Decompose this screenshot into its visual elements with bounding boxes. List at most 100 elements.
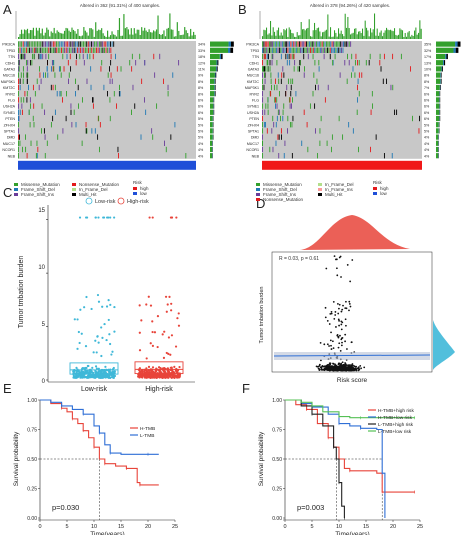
mutation-cell (336, 47, 338, 53)
oncoplot-background (262, 41, 422, 159)
sample-point (337, 336, 340, 339)
tmb-point (97, 300, 101, 303)
mutation-cell (312, 91, 314, 97)
tmb-point (84, 216, 88, 219)
sample-point (356, 367, 359, 370)
mutation-cell (286, 47, 287, 53)
km-ytick-label: 0.25 (27, 487, 37, 493)
mutation-cell (48, 53, 50, 60)
tmb-point (94, 371, 97, 374)
mutation-cell (76, 47, 78, 53)
mutation-cell (21, 53, 22, 60)
mutation-cell (275, 140, 277, 146)
mutation-cell (115, 53, 117, 60)
mutation-cell (370, 146, 371, 153)
mutation-cell (329, 47, 331, 53)
mutation-cell (30, 41, 32, 47)
tmb-point (103, 322, 106, 326)
gene-frequency-bar (210, 134, 213, 140)
km-xtick-label: 0 (283, 524, 286, 530)
tmb-histogram-bar (112, 34, 115, 39)
mutation-cell (25, 47, 27, 53)
mutation-cell (316, 78, 318, 84)
gene-frequency-bar (210, 103, 214, 109)
sample-point (332, 347, 335, 350)
mutation-cell (47, 72, 49, 78)
gene-frequency-bar (455, 41, 458, 47)
sample-point (360, 367, 363, 370)
mutation-cell (358, 72, 360, 78)
gene-frequency-bar (210, 128, 213, 134)
mutation-cell (262, 97, 263, 103)
mutation-cell (368, 60, 370, 66)
mutation-cell (170, 134, 172, 140)
mutation-cell (79, 53, 81, 60)
tmb-point (104, 365, 107, 368)
mutation-cell (262, 109, 263, 115)
mutation-cell (318, 66, 320, 72)
sample-point (326, 343, 329, 346)
mutation-cell (29, 122, 31, 128)
mutation-cell (36, 78, 38, 84)
mutation-cell (78, 47, 80, 53)
km-xtick-label: 20 (390, 524, 396, 530)
tmb-point (101, 376, 105, 379)
mutation-cell (283, 103, 285, 109)
tmb-histogram-bar (392, 31, 394, 39)
mutation-cell (327, 41, 329, 47)
tmb-histogram-bar (279, 35, 281, 39)
mutation-cell (143, 97, 145, 103)
sample-point (319, 366, 322, 369)
gene-label-ush2a: USH2A (3, 105, 16, 109)
gene-percent: 6% (198, 111, 204, 115)
mutation-cell (96, 47, 97, 53)
tmb-histogram-bar (124, 28, 126, 39)
mutation-cell (83, 60, 85, 66)
sample-point (334, 365, 336, 368)
mutation-cell (307, 41, 309, 47)
tmb-point (138, 331, 141, 334)
tmb-histogram-bar (412, 36, 414, 39)
tmb-histogram-bar (118, 18, 121, 39)
mutation-cell (311, 41, 313, 47)
gene-frequency-bar (436, 134, 439, 140)
mutation-cell (32, 41, 34, 47)
mutation-cell (92, 47, 94, 53)
mutation-cell (18, 47, 19, 53)
svg-text:Risk: Risk (133, 180, 142, 185)
mutation-cell (54, 41, 56, 47)
mutation-cell (375, 134, 377, 140)
sample-point (342, 364, 345, 367)
tmb-histogram-bar (302, 29, 304, 39)
tmb-histogram-bar (84, 30, 86, 39)
mutation-cell (275, 103, 276, 109)
tmb-histogram-bar (38, 27, 40, 39)
mutation-cell (132, 84, 134, 91)
tmb-histogram-bar (414, 30, 416, 39)
tmb-point (168, 373, 171, 377)
mutation-cell (301, 41, 303, 47)
mutation-cell (22, 41, 24, 47)
mutation-cell (51, 60, 53, 66)
sample-point (330, 344, 332, 347)
mutation-cell (283, 72, 285, 78)
tmb-histogram-bar (190, 28, 192, 39)
mutation-cell (86, 128, 88, 134)
mutation-cell (49, 41, 51, 47)
sample-point (335, 326, 337, 328)
mutation-cell (26, 97, 28, 103)
tmb-histogram-bar (163, 30, 165, 39)
sample-point (349, 369, 352, 372)
mutation-cell (94, 128, 96, 134)
km-legend-label: H-TMB+high risk (378, 408, 414, 414)
tmb-point (159, 370, 162, 373)
mutation-cell (54, 84, 56, 91)
gene-frequency-bar (216, 66, 217, 72)
gene-percent: 5% (198, 136, 204, 140)
tmb-point (109, 303, 112, 306)
mutation-cell (107, 72, 109, 78)
sample-point (351, 259, 354, 261)
sample-point (344, 364, 347, 367)
tmb-histogram-bar (59, 32, 61, 39)
tmb-histogram-bar (344, 13, 346, 39)
